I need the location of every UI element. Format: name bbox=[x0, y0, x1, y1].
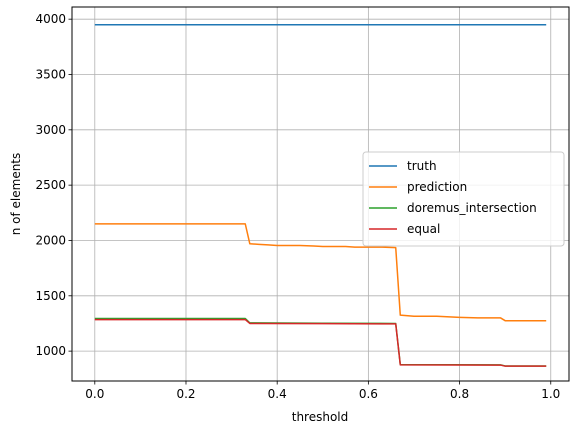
x-tick-label: 0.8 bbox=[450, 387, 469, 401]
x-axis-label: threshold bbox=[292, 410, 349, 424]
y-tick-label: 4000 bbox=[35, 12, 66, 26]
legend-box bbox=[362, 151, 565, 247]
series-line-equal bbox=[94, 318, 547, 367]
axis-ticks: 0.0 0.2 0.4 0.6 0.8 1.0 1000 1500 2000 2500 3000 35… bbox=[35, 12, 560, 401]
y-tick-label: 2000 bbox=[35, 233, 66, 247]
x-tick-label: 0.0 bbox=[85, 387, 104, 401]
x-tick-label: 0.6 bbox=[359, 387, 378, 401]
x-tick-label: 0.4 bbox=[268, 387, 287, 401]
y-axis-label: n of elements bbox=[9, 153, 23, 236]
y-tick-label: 3000 bbox=[35, 123, 66, 137]
legend-label-truth: truth bbox=[407, 159, 437, 173]
y-tick-label: 2500 bbox=[35, 178, 66, 192]
y-tick-label: 1000 bbox=[35, 344, 66, 358]
y-tick-label: 1500 bbox=[35, 289, 66, 303]
legend-label-equal: equal bbox=[407, 222, 440, 236]
series-lines bbox=[94, 23, 547, 367]
legend-label-prediction: prediction bbox=[407, 180, 467, 194]
legend-label-doremus_intersection: doremus_intersection bbox=[407, 201, 537, 215]
y-tick-label: 3500 bbox=[35, 67, 66, 81]
x-tick-label: 1.0 bbox=[541, 387, 560, 401]
series-line-prediction bbox=[94, 223, 547, 322]
plot-frame bbox=[71, 6, 570, 382]
x-tick-label: 0.2 bbox=[176, 387, 195, 401]
